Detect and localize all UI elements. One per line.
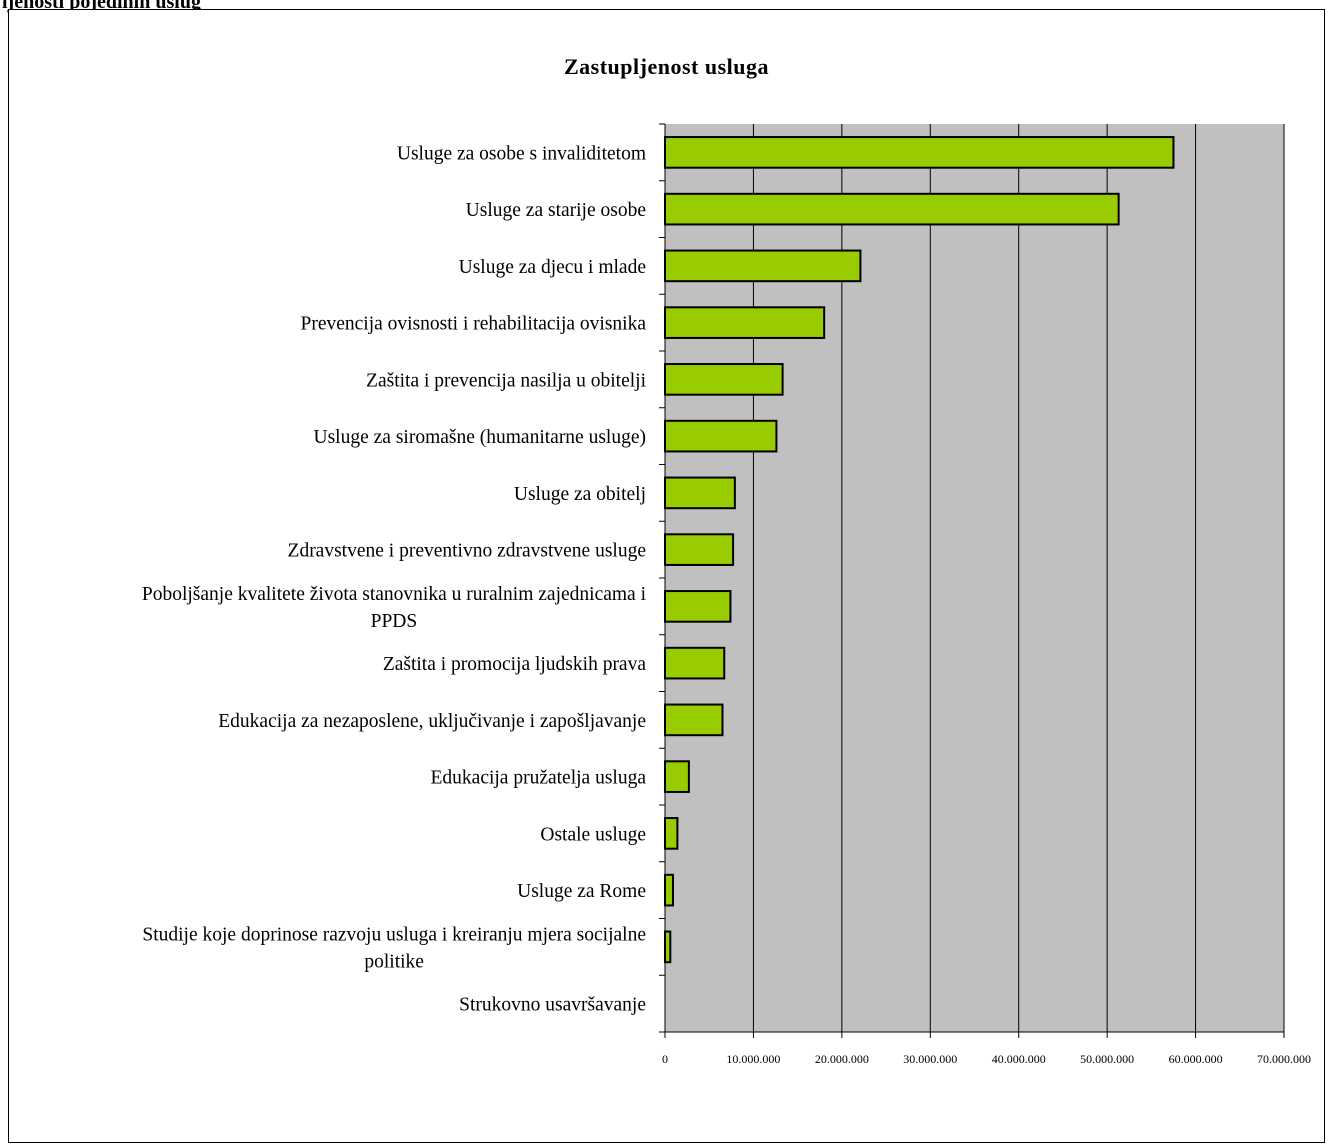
category-label-line: Usluge za djecu i mlade <box>459 257 646 278</box>
category-label: Usluge za djecu i mlade <box>459 257 646 278</box>
category-label-line: Ostale usluge <box>540 824 646 845</box>
category-label-line: Usluge za Rome <box>517 881 646 902</box>
category-label-line: Usluge za osobe s invaliditetom <box>397 143 646 164</box>
category-label-line: Usluge za obitelj <box>514 484 646 505</box>
category-label: Usluge za osobe s invaliditetom <box>397 143 646 164</box>
x-tick-label: 10.000.000 <box>726 1052 780 1066</box>
x-tick-label: 60.000.000 <box>1169 1052 1223 1066</box>
category-label-line: Edukacija za nezaposlene, uključivanje i… <box>218 711 646 732</box>
bar <box>664 817 679 850</box>
bar <box>664 646 726 680</box>
axes <box>659 123 1285 1038</box>
category-label-line: PPDS <box>371 611 418 632</box>
x-tick-label: 40.000.000 <box>992 1052 1046 1066</box>
x-tick-label: 30.000.000 <box>903 1052 957 1066</box>
bar <box>664 873 674 907</box>
category-label-line: Usluge za siromašne (humanitarne usluge) <box>314 427 646 448</box>
bar <box>664 419 778 453</box>
category-label-line: Studije koje doprinose razvoju usluga i … <box>142 924 646 945</box>
category-label-line: politike <box>364 951 424 972</box>
category-label: Usluge za obitelj <box>514 484 646 505</box>
x-tick-label: 70.000.000 <box>1257 1052 1311 1066</box>
category-label: Prevencija ovisnosti i rehabilitacija ov… <box>301 314 647 335</box>
category-label: Usluge za Rome <box>517 881 646 902</box>
category-label-line: Strukovno usavršavanje <box>459 995 646 1016</box>
category-label-line: Edukacija pružatelja usluga <box>431 768 647 789</box>
bars <box>664 136 1175 964</box>
x-tick-label: 20.000.000 <box>815 1052 869 1066</box>
bar <box>664 703 724 737</box>
category-label-line: Usluge za starije osobe <box>466 200 646 221</box>
bar <box>664 930 672 964</box>
category-labels: Usluge za osobe s invaliditetom Usluge za… <box>142 143 647 1015</box>
bar <box>664 192 1120 226</box>
x-tick-label: 0 <box>662 1052 668 1066</box>
category-label: Usluge za siromašne (humanitarne usluge) <box>314 427 646 448</box>
category-label: Ostale usluge <box>540 824 646 845</box>
bar <box>664 533 735 566</box>
bar <box>664 590 732 623</box>
bar <box>664 306 826 339</box>
bar <box>664 760 690 793</box>
x-tick-label: 50.000.000 <box>1080 1052 1134 1066</box>
category-label: Zaštita i prevencija nasilja u obitelji <box>366 370 647 391</box>
category-label-line: Zaštita i promocija ljudskih prava <box>383 654 647 675</box>
category-label-line: Poboljšanje kvalitete života stanovnika … <box>142 584 647 605</box>
category-label-line: Zdravstvene i preventivno zdravstvene us… <box>288 541 646 562</box>
category-label: Usluge za starije osobe <box>466 200 646 221</box>
bar <box>664 476 736 510</box>
category-label: Zaštita i promocija ljudskih prava <box>383 654 647 675</box>
category-label: Zdravstvene i preventivno zdravstvene us… <box>288 541 646 562</box>
x-tick-labels: 0 10.000.000 20.000.000 30.000.000 40.000.00… <box>662 1052 1311 1066</box>
category-label: Poboljšanje kvalitete života stanovnika … <box>142 584 647 632</box>
category-label-line: Zaštita i prevencija nasilja u obitelji <box>366 370 647 391</box>
bar <box>664 136 1175 169</box>
category-label: Studije koje doprinose razvoju usluga i … <box>142 924 646 972</box>
category-label: Strukovno usavršavanje <box>459 995 646 1016</box>
category-label: Edukacija pružatelja usluga <box>431 768 647 789</box>
bar <box>664 249 862 283</box>
category-label-line: Prevencija ovisnosti i rehabilitacija ov… <box>301 314 647 335</box>
bar <box>664 363 784 396</box>
chart-title: Zastupljenost usluga <box>563 54 769 79</box>
category-label: Edukacija za nezaposlene, uključivanje i… <box>218 711 646 732</box>
